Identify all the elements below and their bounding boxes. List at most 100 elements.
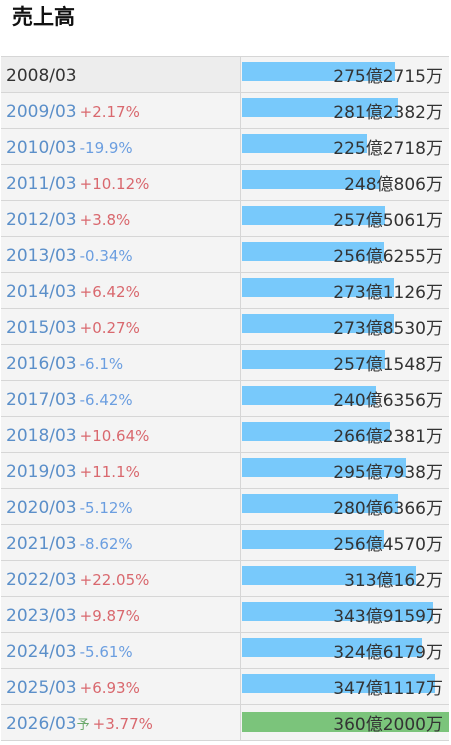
table-row: 2025/03 +6.93% 347億1117万	[1, 669, 449, 705]
table-row: 2021/03 -8.62% 256億4570万	[1, 525, 449, 561]
change-percent: -0.34%	[79, 247, 133, 265]
table-row: 2013/03 -0.34% 256億6255万	[1, 237, 449, 273]
year-label: 2012/03	[6, 210, 77, 230]
revenue-table: 2008/03 275億2715万 2009/03 +2.17% 281億2382万 20…	[1, 56, 449, 741]
change-percent: +6.42%	[79, 283, 140, 301]
table-row: 2020/03 -5.12% 280億6366万	[1, 489, 449, 525]
revenue-bar	[242, 674, 435, 693]
bar-cell: 240億6356万	[242, 381, 449, 416]
table-row: 2017/03 -6.42% 240億6356万	[1, 381, 449, 417]
value-label: 324億6179万	[333, 643, 443, 663]
change-percent: +10.12%	[79, 175, 150, 193]
year-label: 2009/03	[6, 102, 77, 122]
bar-cell: 281億2382万	[242, 93, 449, 128]
bar-cell: 256億6255万	[242, 237, 449, 272]
value-label: 343億9159万	[333, 607, 443, 627]
table-row: 2026/03予 +3.77% 360億2000万	[1, 705, 449, 741]
row-label-cell: 2020/03 -5.12%	[1, 489, 241, 524]
change-percent: +10.64%	[79, 427, 150, 445]
value-label: 313億162万	[344, 571, 443, 591]
revenue-bar	[242, 638, 422, 657]
revenue-bar	[242, 422, 390, 441]
value-label: 225億2718万	[333, 139, 443, 159]
change-percent: +6.93%	[79, 679, 140, 697]
bar-cell: 324億6179万	[242, 633, 449, 668]
year-label: 2025/03	[6, 678, 77, 698]
row-label-cell: 2013/03 -0.34%	[1, 237, 241, 272]
row-label-cell: 2022/03 +22.05%	[1, 561, 241, 596]
row-label-cell: 2019/03 +11.1%	[1, 453, 241, 488]
value-label: 295億7938万	[333, 463, 443, 483]
value-label: 248億806万	[344, 175, 443, 195]
revenue-bar	[242, 712, 449, 732]
year-label: 2011/03	[6, 174, 77, 194]
table-row: 2022/03 +22.05% 313億162万	[1, 561, 449, 597]
table-row: 2008/03 275億2715万	[1, 57, 449, 93]
bar-cell: 273億1126万	[242, 273, 449, 308]
revenue-bar	[242, 458, 406, 477]
value-label: 273億1126万	[333, 283, 443, 303]
page-title: 売上高	[12, 5, 75, 29]
row-label-cell: 2017/03 -6.42%	[1, 381, 241, 416]
change-percent: -6.1%	[79, 355, 124, 373]
year-label: 2010/03	[6, 138, 77, 158]
revenue-bar	[242, 530, 384, 549]
change-percent: +11.1%	[79, 463, 140, 481]
value-label: 256億4570万	[333, 535, 443, 555]
row-label-cell: 2010/03 -19.9%	[1, 129, 241, 164]
revenue-bar	[242, 386, 376, 405]
value-label: 347億1117万	[333, 679, 443, 699]
table-row: 2024/03 -5.61% 324億6179万	[1, 633, 449, 669]
row-label-cell: 2015/03 +0.27%	[1, 309, 241, 344]
change-percent: +0.27%	[79, 319, 140, 337]
revenue-bar	[242, 206, 385, 225]
year-label: 2024/03	[6, 642, 77, 662]
row-label-cell: 2016/03 -6.1%	[1, 345, 241, 380]
bar-cell: 273億8530万	[242, 309, 449, 344]
revenue-bar	[242, 566, 416, 585]
bar-cell: 248億806万	[242, 165, 449, 200]
row-label-cell: 2012/03 +3.8%	[1, 201, 241, 236]
bar-cell: 280億6366万	[242, 489, 449, 524]
row-label-cell: 2018/03 +10.64%	[1, 417, 241, 452]
row-label-cell: 2008/03	[1, 57, 241, 92]
year-label: 2016/03	[6, 354, 77, 374]
value-label: 266億2381万	[333, 427, 443, 447]
value-label: 240億6356万	[333, 391, 443, 411]
bar-cell: 256億4570万	[242, 525, 449, 560]
row-label-cell: 2023/03 +9.87%	[1, 597, 241, 632]
revenue-bar	[242, 98, 398, 117]
year-label: 2013/03	[6, 246, 77, 266]
table-row: 2011/03 +10.12% 248億806万	[1, 165, 449, 201]
revenue-bar	[242, 62, 395, 81]
revenue-bar	[242, 278, 394, 297]
revenue-bar	[242, 602, 433, 621]
change-percent: -19.9%	[79, 139, 133, 157]
row-label-cell: 2025/03 +6.93%	[1, 669, 241, 704]
row-label-cell: 2021/03 -8.62%	[1, 525, 241, 560]
revenue-bar	[242, 350, 385, 369]
revenue-bar	[242, 134, 367, 153]
bar-cell: 343億9159万	[242, 597, 449, 632]
year-label: 2023/03	[6, 606, 77, 626]
value-label: 273億8530万	[333, 319, 443, 339]
row-label-cell: 2011/03 +10.12%	[1, 165, 241, 200]
table-row: 2009/03 +2.17% 281億2382万	[1, 93, 449, 129]
change-percent: +3.8%	[79, 211, 131, 229]
value-label: 257億5061万	[333, 211, 443, 231]
table-row: 2015/03 +0.27% 273億8530万	[1, 309, 449, 345]
change-percent: +3.77%	[92, 715, 153, 733]
table-row: 2018/03 +10.64% 266億2381万	[1, 417, 449, 453]
change-percent: +2.17%	[79, 103, 140, 121]
table-row: 2012/03 +3.8% 257億5061万	[1, 201, 449, 237]
value-label: 256億6255万	[333, 247, 443, 267]
change-percent: +9.87%	[79, 607, 140, 625]
change-percent: -5.12%	[79, 499, 133, 517]
year-label: 2019/03	[6, 462, 77, 482]
year-label: 2020/03	[6, 498, 77, 518]
row-label-cell: 2024/03 -5.61%	[1, 633, 241, 668]
bar-cell: 225億2718万	[242, 129, 449, 164]
bar-cell: 347億1117万	[242, 669, 449, 704]
year-label: 2022/03	[6, 570, 77, 590]
bar-cell: 257億1548万	[242, 345, 449, 380]
